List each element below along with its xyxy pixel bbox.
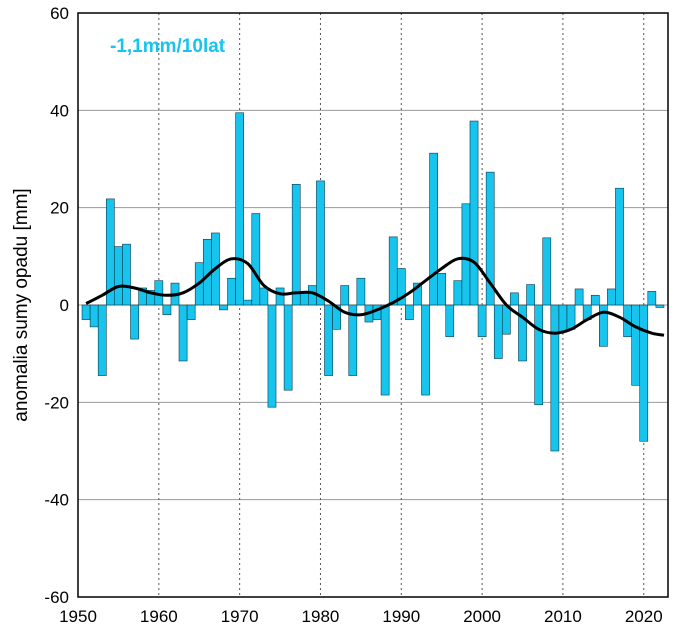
x-tick-label: 1950: [59, 607, 97, 626]
bar-1997: [453, 280, 463, 306]
bar-2021: [647, 291, 657, 306]
y-axis-label: anomalia sumy opadu [mm]: [11, 188, 32, 421]
bar-2019: [631, 304, 641, 386]
bar-1983: [340, 285, 350, 306]
bar-1973: [259, 287, 269, 306]
bar-1995: [437, 273, 447, 306]
y-tick-label: -40: [44, 491, 69, 510]
bar-1978: [299, 292, 309, 306]
bar-1985: [356, 277, 366, 306]
y-tick-label: -20: [44, 393, 69, 412]
bar-2015: [599, 304, 608, 347]
bar-1970: [235, 112, 244, 306]
bar-1974: [267, 304, 277, 408]
y-tick-label: 0: [60, 296, 69, 315]
bar-1956: [122, 243, 131, 306]
trend-layer: [85, 256, 665, 337]
bar-2020: [639, 304, 649, 442]
bar-1992: [413, 282, 422, 306]
bar-1964: [186, 304, 196, 320]
bar-1953: [97, 304, 107, 376]
bar-2010: [558, 304, 568, 333]
x-tick-labels: 1950 1960 1970 1980 1990 2000 2010 2020: [59, 607, 663, 626]
bar-1955: [114, 246, 123, 306]
x-tick-label: 1980: [302, 607, 340, 626]
bar-1972: [251, 213, 261, 306]
bar-1982: [332, 304, 341, 330]
bar-2014: [590, 294, 600, 306]
x-tick-label: 1990: [382, 607, 420, 626]
bar-2005: [518, 304, 527, 362]
bar-1984: [348, 304, 358, 376]
bar-1994: [429, 152, 438, 306]
y-tick-labels: 60 40 20 0 -20 -40 -60: [44, 4, 69, 607]
trend-line: [85, 256, 665, 337]
plot-frame: [77, 12, 669, 598]
x-tick-label: 1960: [140, 607, 178, 626]
x-tick-label: 1970: [221, 607, 259, 626]
bar-2016: [607, 288, 616, 306]
bar-2007: [534, 304, 544, 406]
bar-1989: [388, 236, 398, 306]
bar-2000: [477, 304, 487, 337]
bar-2004: [510, 292, 519, 306]
bar-2017: [615, 187, 624, 306]
bar-2022: [655, 304, 665, 308]
bar-1963: [178, 304, 188, 362]
y-tick-label: 40: [50, 101, 69, 120]
bar-1990: [396, 268, 406, 306]
bars: [81, 112, 665, 452]
bar-2009: [550, 304, 560, 452]
bar-1976: [283, 304, 293, 391]
bar-1971: [243, 299, 253, 306]
bar-1952: [89, 304, 99, 328]
x-tick-label: 2000: [463, 607, 501, 626]
bar-1977: [291, 184, 301, 306]
bar-1993: [421, 304, 430, 396]
bar-1968: [219, 304, 228, 311]
x-tick-label: 2020: [625, 607, 663, 626]
bar-2001: [485, 171, 495, 306]
bar-1998: [461, 203, 471, 306]
bar-1957: [130, 304, 139, 340]
bar-1980: [316, 180, 325, 306]
bar-1999: [469, 120, 479, 306]
bar-1961: [162, 304, 172, 316]
bar-2011: [566, 304, 576, 330]
bar-2002: [493, 304, 503, 359]
bar-1981: [324, 304, 333, 376]
bar-1951: [81, 304, 91, 320]
y-tick-label: -60: [44, 588, 69, 607]
bar-1991: [405, 304, 414, 320]
x-tick-label: 2010: [544, 607, 582, 626]
bar-2006: [526, 284, 535, 306]
bar-1996: [445, 304, 455, 337]
trend-annotation: -1,1mm/10lat: [110, 36, 226, 57]
bar-1969: [227, 277, 236, 306]
bar-1975: [275, 287, 285, 306]
bar-2012: [574, 288, 584, 306]
y-tick-label: 20: [50, 199, 69, 218]
y-tick-label: 60: [50, 4, 69, 23]
bar-2008: [542, 237, 552, 306]
bar-1988: [380, 304, 390, 396]
